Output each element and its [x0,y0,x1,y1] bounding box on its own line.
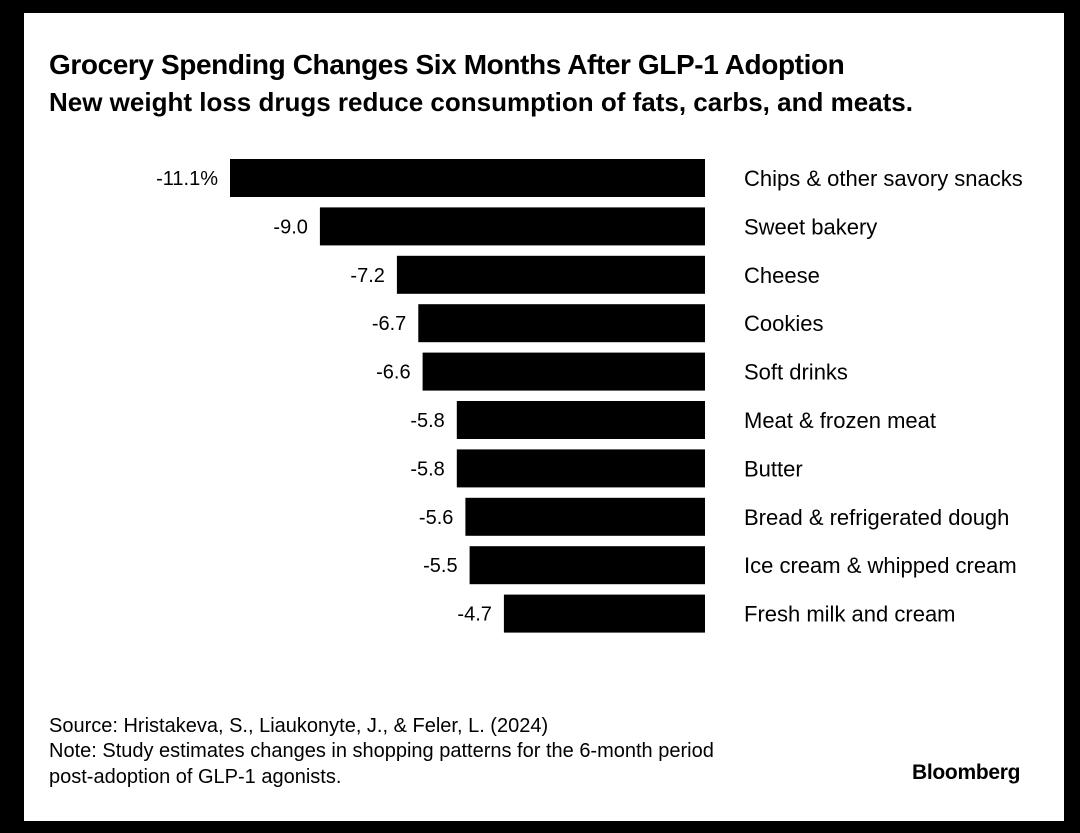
value-label-4: -6.6 [376,362,410,384]
category-label-4: Soft drinks [744,360,848,385]
value-label-7: -5.6 [419,507,453,529]
bar-4 [422,352,705,391]
bar-6 [456,449,705,488]
category-label-2: Cheese [744,263,820,288]
value-label-1: -9.0 [273,216,307,238]
category-label-7: Bread & refrigerated dough [744,505,1009,530]
value-label-9: -4.7 [457,604,491,626]
study-note-line-2: post-adoption of GLP-1 agonists. [49,766,342,788]
value-label-8: -5.5 [423,555,457,577]
bar-1 [319,207,705,246]
category-label-1: Sweet bakery [744,214,877,239]
bar-3 [418,304,705,343]
value-label-2: -7.2 [350,265,384,287]
bar-0 [230,159,705,197]
value-label-0: -11.1% [156,168,218,190]
bar-9 [503,594,705,633]
bar-chart: -11.1% Chips & other savory snacks -9.0 Swe… [156,159,1023,633]
source-note: Source: Hristakeva, S., Liaukonyte, J., … [49,715,549,737]
category-label-0: Chips & other savory snacks [744,166,1023,191]
category-label-8: Ice cream & whipped cream [744,553,1017,578]
chart-subtitle: New weight loss drugs reduce consumption… [49,87,913,117]
chart-card: Grocery Spending Changes Six Months Afte… [24,13,1064,821]
value-label-3: -6.7 [372,313,406,335]
bloomberg-logo: Bloomberg [912,761,1021,784]
bar-2 [396,255,705,294]
category-label-6: Butter [744,456,803,481]
bar-7 [465,497,705,536]
bar-8 [469,546,705,585]
value-label-6: -5.8 [410,458,444,480]
category-label-5: Meat & frozen meat [744,408,936,433]
study-note-line-1: Note: Study estimates changes in shoppin… [49,740,714,762]
value-label-5: -5.8 [410,410,444,432]
category-label-9: Fresh milk and cream [744,602,956,627]
chart-title: Grocery Spending Changes Six Months Afte… [49,49,845,80]
category-label-3: Cookies [744,311,823,336]
bar-5 [456,401,705,439]
